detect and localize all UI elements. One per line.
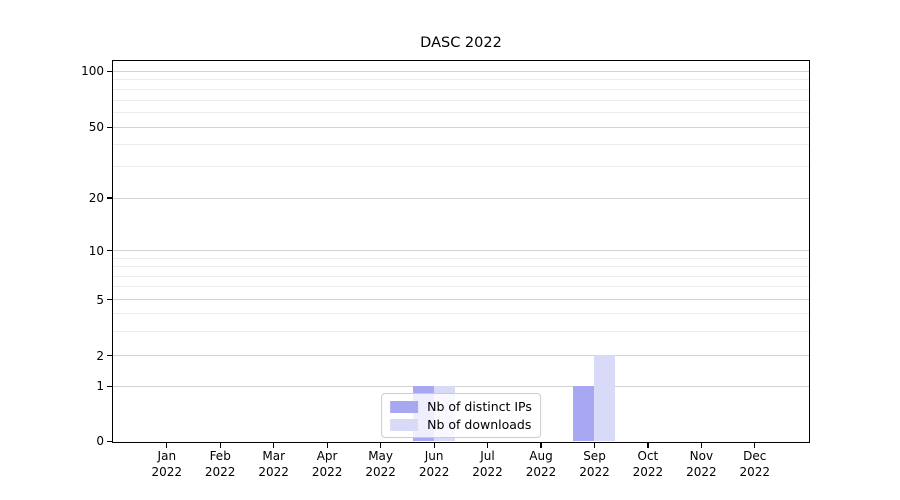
x-tick-year: 2022 [365, 464, 396, 479]
x-tick-mark [593, 443, 596, 448]
plot-area: Nb of distinct IPs Nb of downloads [112, 60, 810, 443]
x-tick-year: 2022 [204, 464, 236, 479]
x-tick-year: 2022 [579, 464, 610, 479]
legend: Nb of distinct IPs Nb of downloads [381, 393, 541, 438]
y-tick-mark [107, 70, 112, 72]
x-tick-month: Oct [637, 449, 659, 463]
y-tick-label: 0 [96, 434, 104, 449]
x-tick-label: Sep 2022 [565, 449, 625, 480]
y-tick-label: 2 [96, 348, 104, 363]
x-tick-month: Jan [157, 449, 177, 463]
y-gridline-minor [113, 266, 809, 268]
x-tick-month: Sep [583, 449, 606, 463]
x-tick-year: 2022 [418, 464, 450, 479]
x-tick-mark [380, 443, 382, 448]
y-tick-mark [107, 126, 112, 128]
y-tick-mark [107, 440, 112, 442]
x-tick-year: 2022 [151, 464, 183, 479]
legend-entry: Nb of distinct IPs [390, 399, 532, 414]
y-gridline-major [113, 250, 809, 252]
legend-entry: Nb of downloads [390, 417, 532, 432]
y-tick-mark [107, 355, 112, 357]
chart-title: DASC 2022 [420, 35, 502, 51]
y-gridline-major [113, 126, 809, 128]
x-tick-mark [326, 443, 328, 448]
x-tick-label: Jul 2022 [458, 449, 518, 480]
y-tick-mark [107, 299, 112, 301]
y-tick-mark [107, 197, 112, 199]
x-tick-label: Feb 2022 [190, 449, 250, 480]
x-tick-month: Dec [743, 449, 767, 463]
x-tick-year: 2022 [739, 464, 771, 479]
y-gridline-major [113, 70, 809, 72]
y-tick-mark [107, 250, 112, 252]
x-tick-month: Apr [316, 449, 338, 463]
y-tick-label: 20 [88, 191, 104, 205]
x-tick-label: Apr 2022 [297, 449, 357, 480]
x-tick-month: Mar [262, 449, 285, 463]
y-gridline-minor [113, 312, 809, 314]
x-tick-year: 2022 [258, 464, 289, 479]
y-gridline-major [113, 197, 809, 199]
x-tick-mark [273, 443, 275, 448]
x-tick-month: Aug [529, 449, 553, 463]
legend-swatch [390, 418, 419, 431]
x-tick-mark [540, 443, 542, 448]
y-tick-label: 1 [96, 379, 104, 394]
x-tick-mark [647, 443, 649, 448]
y-gridline-major [113, 355, 809, 357]
x-tick-mark [700, 443, 703, 448]
x-tick-month: Feb [209, 449, 231, 463]
y-tick-label: 50 [88, 120, 104, 135]
x-tick-label: Mar 2022 [244, 449, 304, 480]
y-gridline-minor [113, 286, 809, 288]
x-tick-mark [219, 443, 221, 448]
y-tick-label: 10 [88, 243, 104, 258]
legend-label: Nb of distinct IPs [427, 399, 532, 414]
x-tick-mark [166, 443, 168, 448]
y-gridline-minor [113, 99, 809, 101]
y-gridline-minor [113, 79, 809, 81]
x-tick-label: Dec 2022 [725, 449, 785, 480]
y-tick-label: 5 [96, 292, 104, 307]
y-gridline-major [113, 299, 809, 301]
y-gridline-minor [113, 330, 809, 332]
x-tick-mark [486, 443, 489, 448]
bar-downloads [594, 355, 616, 441]
bar-distinct-ips [573, 386, 595, 441]
y-gridline-minor [113, 275, 809, 277]
legend-swatch [390, 400, 419, 413]
x-tick-label: Jan 2022 [137, 449, 197, 480]
x-tick-label: May 2022 [351, 449, 411, 480]
y-tick-label: 100 [81, 64, 104, 79]
x-tick-label: Jun 2022 [404, 449, 464, 480]
y-gridline-major [113, 386, 809, 387]
x-tick-label: Oct 2022 [618, 449, 678, 480]
x-tick-year: 2022 [472, 464, 503, 479]
x-tick-label: Aug 2022 [511, 449, 571, 480]
x-tick-year: 2022 [525, 464, 557, 479]
y-gridline-minor [113, 257, 809, 259]
x-tick-year: 2022 [632, 464, 664, 479]
x-tick-month: May [368, 449, 393, 463]
x-tick-month: Jun [424, 449, 444, 463]
x-tick-month: Jul [480, 449, 495, 463]
x-tick-mark [754, 443, 756, 448]
y-gridline-minor [113, 166, 809, 168]
y-gridline-minor [113, 112, 809, 114]
legend-label: Nb of downloads [427, 417, 532, 432]
y-tick-mark [107, 385, 112, 387]
x-tick-year: 2022 [686, 464, 717, 479]
y-gridline-minor [113, 144, 809, 146]
y-gridline-minor [113, 88, 809, 90]
x-tick-label: Nov 2022 [671, 449, 731, 480]
x-tick-month: Nov [689, 449, 714, 463]
x-tick-year: 2022 [311, 464, 343, 479]
x-tick-mark [433, 443, 435, 448]
